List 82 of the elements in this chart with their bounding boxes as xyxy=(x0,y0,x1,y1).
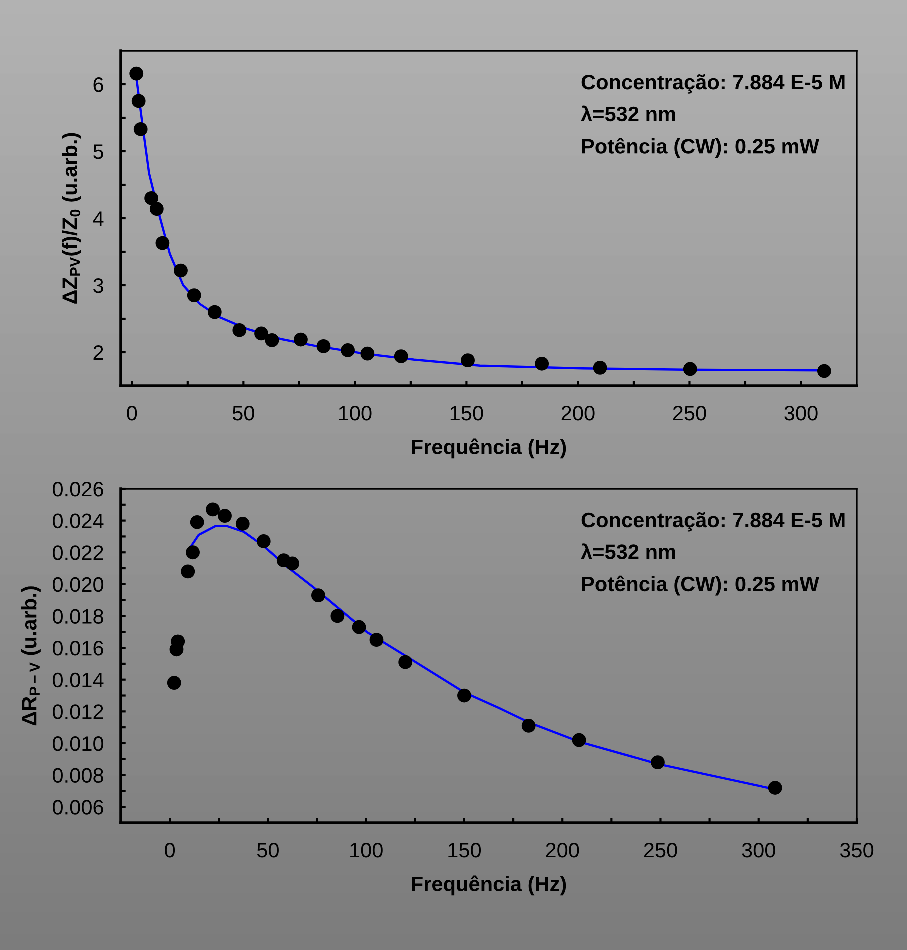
y-tick-label: 0.012 xyxy=(53,704,104,720)
y-axis-title: ΔR$_{P−V}$ (u.arb.) xyxy=(22,586,41,726)
annotation: Potência (CW): 0.25 mW xyxy=(582,138,820,158)
x-tick-label: 100 xyxy=(350,842,383,858)
x-tick-label: 250 xyxy=(644,842,678,858)
point xyxy=(651,756,665,770)
x-tick-label: 50 xyxy=(257,842,279,858)
point xyxy=(522,719,536,733)
y-tick-label: 0.014 xyxy=(53,672,104,688)
point xyxy=(134,122,148,136)
x-tick-label: 350 xyxy=(840,842,874,858)
y-tick-label: 0.024 xyxy=(53,514,104,529)
x-tick-label: 200 xyxy=(546,842,580,858)
point xyxy=(156,236,170,250)
annotation: λ=532 nm xyxy=(581,544,676,560)
point xyxy=(341,344,355,358)
point xyxy=(352,620,366,634)
x-tick-label: 100 xyxy=(339,406,372,421)
point xyxy=(218,509,232,523)
point xyxy=(190,515,204,530)
point xyxy=(330,609,345,624)
point xyxy=(206,502,220,517)
y-axis-title: ΔZ$_{PV}$(f)/Z$_{0}$ (u.arb.) xyxy=(62,133,82,304)
annotation: Concentração: 7.884 E-5 M xyxy=(582,512,845,532)
x-tick-label: 50 xyxy=(232,406,254,421)
point xyxy=(312,588,326,603)
point xyxy=(150,202,164,216)
y-tick-label: 0.022 xyxy=(53,546,104,560)
point xyxy=(683,362,698,376)
point xyxy=(265,333,280,348)
point xyxy=(187,288,202,302)
point xyxy=(286,556,300,571)
y-tick-label: 0.010 xyxy=(53,736,104,752)
point xyxy=(144,191,158,206)
point xyxy=(232,323,247,338)
point xyxy=(316,340,331,354)
x-tick-label: 250 xyxy=(673,406,706,421)
point xyxy=(236,517,250,531)
y-tick-label: 0.008 xyxy=(53,768,104,784)
x-axis-title: Frequência (Hz) xyxy=(412,438,566,459)
point xyxy=(461,354,475,368)
x-tick-label: 300 xyxy=(784,406,818,421)
point xyxy=(360,346,375,361)
y-tick-label: 5 xyxy=(94,144,104,160)
annotation: Concentração: 7.884 E-5 M xyxy=(582,74,845,94)
x-tick-label: 0 xyxy=(127,406,138,421)
point xyxy=(167,676,182,690)
point xyxy=(398,655,413,670)
y-tick-label: 0.020 xyxy=(53,577,104,592)
point xyxy=(458,688,472,703)
x-tick-label: 0 xyxy=(165,842,176,858)
point xyxy=(130,66,144,81)
y-tick-label: 0.016 xyxy=(53,641,104,656)
annotation: Potência (CW): 0.25 mW xyxy=(582,576,820,596)
y-tick-label: 0.026 xyxy=(53,482,104,497)
y-tick-label: 0.018 xyxy=(53,609,104,624)
point xyxy=(181,564,196,579)
y-tick-label: 2 xyxy=(94,346,104,360)
x-tick-label: 300 xyxy=(742,842,776,858)
point xyxy=(768,781,782,795)
x-tick-label: 200 xyxy=(562,406,595,421)
y-tick-label: 6 xyxy=(94,78,104,92)
point xyxy=(174,264,188,278)
point xyxy=(572,733,586,748)
point xyxy=(394,350,408,364)
y-tick-label: 4 xyxy=(93,212,104,226)
point xyxy=(186,546,200,560)
point xyxy=(817,364,832,378)
annotation: λ=532 nm xyxy=(581,106,676,122)
x-tick-label: 150 xyxy=(450,406,484,421)
x-tick-label: 150 xyxy=(448,842,482,858)
point xyxy=(254,326,268,341)
point xyxy=(535,356,550,371)
point xyxy=(256,534,271,548)
y-tick-label: 3 xyxy=(94,278,104,294)
point xyxy=(370,633,384,648)
y-tick-label: 0.006 xyxy=(53,800,104,815)
point xyxy=(593,360,608,375)
x-axis-title: Frequência (Hz) xyxy=(412,876,566,896)
point xyxy=(132,94,146,108)
point xyxy=(294,332,308,347)
point xyxy=(208,305,222,320)
